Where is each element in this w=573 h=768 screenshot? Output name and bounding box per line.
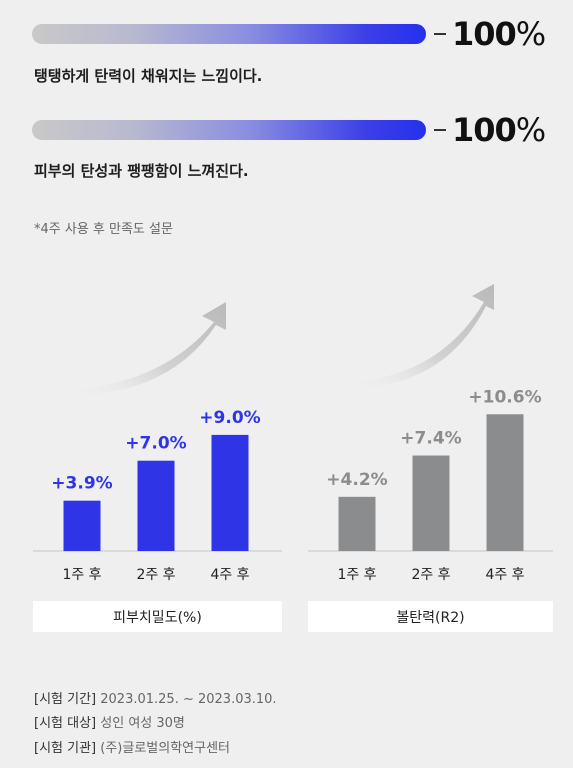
chart2-bar-1 (338, 496, 376, 551)
trend-arrow-icon (350, 284, 494, 388)
satisfaction-bar (32, 24, 426, 44)
chart1-tick-label-1: 1주 후 (62, 567, 101, 583)
chart1-data-label-1: +3.9% (51, 474, 112, 494)
chart1-tick-label-3: 4주 후 (210, 567, 249, 583)
info-line-2: [시험 대상] 성인 여성 30명 (34, 712, 185, 731)
satisfaction-row-2: 100% (32, 110, 552, 150)
satisfaction-row-1: 100% (32, 14, 552, 54)
dash-separator (434, 33, 446, 35)
percent-number: 100 (452, 111, 517, 149)
chart1-bar-1 (63, 500, 101, 551)
chart2-tick-label-2: 2주 후 (411, 567, 450, 583)
info-value: 2023.01.25. ~ 2023.03.10. (100, 692, 277, 707)
chart2-data-label-2: +7.4% (400, 429, 461, 449)
percent-value: 100% (452, 110, 546, 150)
survey-note: *4주 사용 후 만족도 설문 (34, 222, 173, 237)
chart2-caption: 볼탄력(R2) (308, 601, 553, 632)
chart2-data-label-1: +4.2% (326, 470, 387, 490)
satisfaction-text-1: 탱탱하게 탄력이 채워지는 느낌이다. (34, 67, 263, 85)
info-key: [시험 기관] (34, 741, 97, 756)
satisfaction-text-2: 피부의 탄성과 팽팽함이 느껴진다. (34, 162, 249, 180)
chart2-data-label-3: +10.6% (468, 387, 541, 407)
chart1-bar-2 (137, 460, 175, 551)
info-value: 성인 여성 30명 (100, 716, 185, 731)
dash-separator (434, 129, 446, 131)
satisfaction-bar (32, 120, 426, 140)
chart2-bar-3 (486, 414, 524, 551)
percent-value: 100% (452, 14, 546, 54)
chart2-bar-2 (412, 455, 450, 551)
info-line-3: [시험 기관] (주)글로벌의학연구센터 (34, 737, 230, 756)
info-key: [시험 대상] (34, 716, 97, 731)
chart2-tick-label-1: 1주 후 (337, 567, 376, 583)
bar-charts: +3.9% 1주 후 +7.0% 2주 후 +9.0% 4주 후 +4.2% 1주 후 +7.… (33, 284, 553, 583)
info-line-1: [시험 기간] 2023.01.25. ~ 2023.03.10. (34, 688, 277, 707)
chart1-bar-3 (211, 434, 249, 551)
chart1-data-label-3: +9.0% (199, 408, 260, 428)
percent-number: 100 (452, 15, 517, 53)
chart2-tick-label-3: 4주 후 (485, 567, 524, 583)
chart1-tick-label-2: 2주 후 (136, 567, 175, 583)
chart1-caption: 피부치밀도(%) (33, 601, 282, 632)
chart1-data-label-2: +7.0% (125, 434, 186, 454)
percent-symbol: % (515, 111, 546, 149)
trend-arrow-icon (72, 302, 226, 396)
percent-symbol: % (515, 15, 546, 53)
info-value: (주)글로벌의학연구센터 (100, 741, 231, 756)
info-key: [시험 기간] (34, 692, 97, 707)
